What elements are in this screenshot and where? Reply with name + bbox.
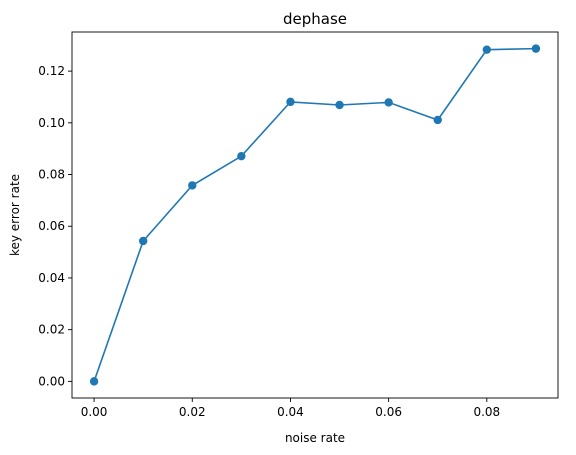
data-point xyxy=(286,97,295,107)
chart-title: dephase xyxy=(283,10,347,28)
data-point xyxy=(433,115,442,125)
y-tick-label: 0.10 xyxy=(38,116,65,130)
data-point xyxy=(138,236,148,246)
y-axis-ticks: 0.00 0.02 0.04 0.06 0.08 0.10 0.12 xyxy=(38,64,72,388)
x-axis-ticks: 0.00 0.02 0.04 0.06 0.08 xyxy=(81,398,500,419)
data-point xyxy=(531,44,541,53)
x-tick-label: 0.02 xyxy=(179,405,206,419)
x-tick-label: 0.04 xyxy=(277,405,304,419)
y-tick-label: 0.06 xyxy=(38,219,65,233)
y-axis-label: key error rate xyxy=(8,174,22,256)
axes-frame xyxy=(71,31,559,399)
data-point xyxy=(482,45,492,54)
data-point xyxy=(335,100,344,110)
data-point xyxy=(89,377,99,386)
x-tick-label: 0.06 xyxy=(375,405,402,419)
series-points xyxy=(89,44,541,386)
data-point xyxy=(188,181,197,190)
data-point xyxy=(384,98,393,107)
plot-area xyxy=(72,32,558,398)
y-tick-label: 0.12 xyxy=(38,64,65,78)
x-tick-label: 0.00 xyxy=(81,405,108,419)
x-tick-label: 0.08 xyxy=(473,405,500,419)
y-tick-label: 0.04 xyxy=(38,271,65,285)
data-point xyxy=(237,151,246,161)
y-tick-label: 0.02 xyxy=(38,323,65,337)
y-tick-label: 0.00 xyxy=(38,374,65,388)
series-line xyxy=(93,47,536,382)
y-tick-label: 0.08 xyxy=(38,168,65,182)
x-axis-label: noise rate xyxy=(285,431,345,445)
